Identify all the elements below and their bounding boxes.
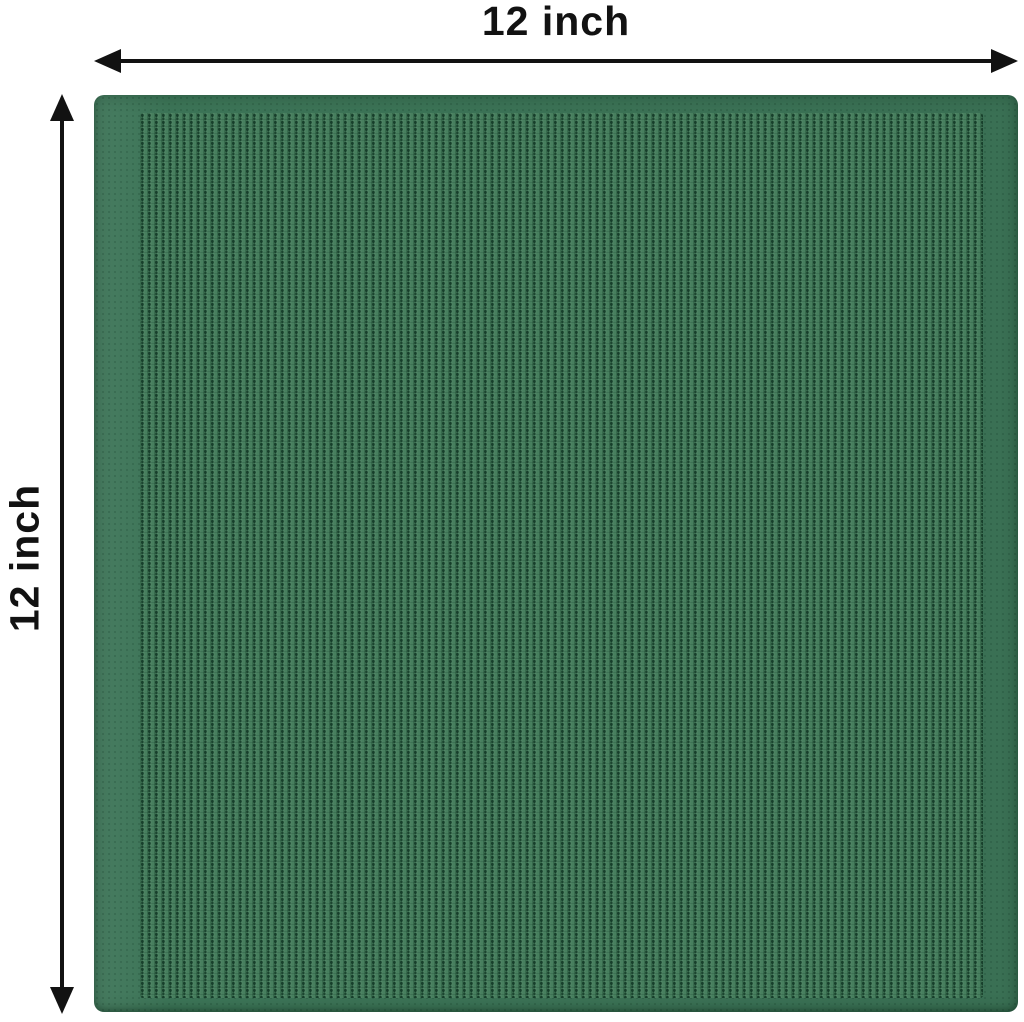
fabric-weave-texture [140, 113, 983, 998]
width-label: 12 inch [481, 0, 631, 44]
width-arrow-line [116, 59, 996, 63]
height-arrow-line [60, 116, 64, 992]
height-arrow [49, 94, 75, 1014]
arrow-right-icon [991, 49, 1018, 73]
arrow-down-icon [50, 987, 74, 1014]
width-arrow [94, 48, 1018, 74]
fabric-swatch [94, 95, 1018, 1012]
height-label: 12 inch [1, 483, 48, 633]
